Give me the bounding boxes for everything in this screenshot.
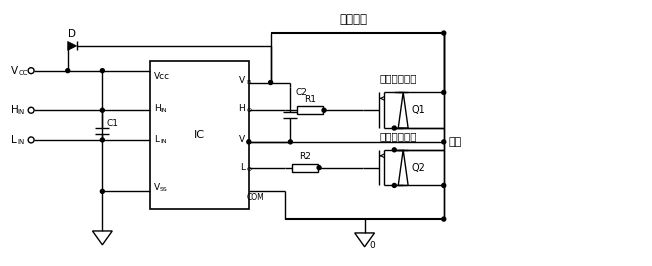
- Text: C2: C2: [295, 88, 307, 97]
- Text: L: L: [154, 135, 159, 144]
- Text: V: V: [154, 183, 160, 192]
- Text: V: V: [239, 135, 245, 144]
- Text: V: V: [11, 66, 18, 76]
- Bar: [150, 61, 249, 209]
- Text: IN: IN: [17, 109, 25, 115]
- Text: R1: R1: [304, 95, 316, 104]
- Text: O: O: [247, 167, 252, 172]
- Text: O: O: [247, 108, 252, 113]
- Circle shape: [100, 69, 104, 73]
- Circle shape: [442, 217, 446, 221]
- Text: Q1: Q1: [411, 105, 425, 115]
- Circle shape: [442, 140, 446, 144]
- Circle shape: [100, 108, 104, 112]
- Circle shape: [442, 31, 446, 35]
- Circle shape: [322, 108, 326, 112]
- Text: IC: IC: [194, 130, 205, 140]
- Text: 负载: 负载: [449, 137, 462, 147]
- Circle shape: [317, 166, 321, 170]
- Text: L: L: [11, 135, 17, 145]
- Text: 下桥臂功率管: 下桥臂功率管: [379, 131, 417, 141]
- Text: IN: IN: [161, 108, 168, 113]
- Text: S: S: [247, 139, 251, 144]
- Text: B: B: [247, 80, 251, 85]
- Text: V: V: [239, 76, 245, 85]
- Text: IN: IN: [161, 139, 168, 144]
- Bar: [297, 106, 323, 114]
- Text: Vcc: Vcc: [154, 72, 170, 81]
- Text: L: L: [240, 163, 245, 172]
- Text: CC: CC: [18, 70, 28, 76]
- Text: C1: C1: [106, 119, 118, 128]
- Circle shape: [288, 140, 292, 144]
- Polygon shape: [68, 41, 77, 50]
- Text: H: H: [238, 104, 245, 113]
- Circle shape: [393, 126, 396, 130]
- Text: COM: COM: [247, 193, 265, 202]
- Circle shape: [247, 140, 251, 144]
- Text: 0: 0: [370, 241, 376, 250]
- Circle shape: [100, 189, 104, 193]
- Circle shape: [393, 148, 396, 152]
- Text: SS: SS: [160, 187, 168, 192]
- Text: H: H: [11, 105, 19, 115]
- Text: D: D: [68, 29, 76, 39]
- Circle shape: [442, 90, 446, 94]
- Text: R2: R2: [299, 152, 311, 161]
- Text: IN: IN: [17, 139, 25, 145]
- Circle shape: [393, 184, 396, 188]
- Circle shape: [442, 184, 446, 188]
- Text: H: H: [154, 104, 160, 113]
- Text: 母线电压: 母线电压: [340, 13, 368, 26]
- Circle shape: [66, 69, 70, 73]
- Text: 上桥臂功率管: 上桥臂功率管: [379, 74, 417, 84]
- Circle shape: [269, 81, 273, 85]
- Text: Q2: Q2: [411, 163, 425, 173]
- Bar: [292, 164, 318, 172]
- Circle shape: [100, 138, 104, 142]
